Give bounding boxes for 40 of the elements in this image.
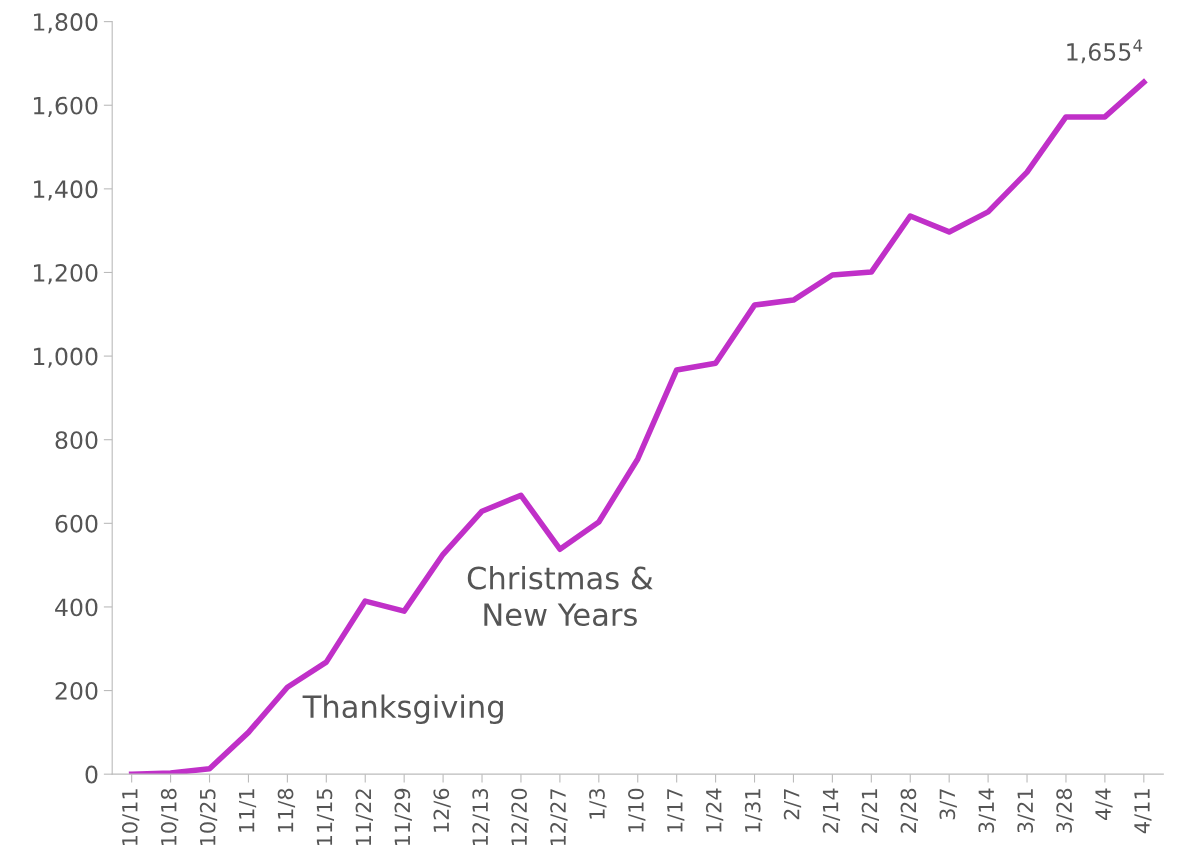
- x-tick-label: 3/28: [1056, 788, 1074, 833]
- x-tick-label: 1/24: [705, 788, 724, 832]
- x-tick-label: 12/13: [472, 789, 490, 846]
- x-tick-label: 1/17: [667, 789, 685, 832]
- x-tick-label: 12/27: [550, 789, 568, 846]
- x-tick-label: 1/10: [628, 788, 646, 832]
- x-tick-label: 1/31: [744, 789, 763, 832]
- x-tick-label: 4/11: [1134, 789, 1152, 834]
- x-tick-label: 11/29: [394, 788, 412, 846]
- x-tick-label: 11/8: [277, 788, 296, 832]
- x-tick-label: 12/20: [511, 788, 529, 846]
- x-tick-label: 1/3: [589, 789, 607, 819]
- y-tick-label: 1,800: [34, 13, 98, 34]
- y-tick-label: 600: [55, 514, 98, 533]
- x-tick-label: 10/25: [199, 789, 218, 846]
- x-tick-label: 10/18: [160, 788, 179, 846]
- x-tick-label: 3/7: [939, 789, 957, 820]
- y-tick-label: 800: [55, 431, 98, 450]
- x-tick-label: 11/15: [316, 789, 334, 846]
- annotation: Thanksgiving: [302, 694, 503, 725]
- x-tick-label: 3/21: [1017, 789, 1035, 833]
- y-tick-label: 400: [55, 598, 98, 617]
- x-tick-label: 2/14: [822, 788, 841, 833]
- x-tick-label: 10/11: [121, 789, 140, 846]
- x-tick-label: 11/1: [239, 789, 257, 832]
- x-tick-label: 2/21: [861, 789, 879, 833]
- x-tick-label: 11/22: [355, 789, 373, 846]
- y-tick-label: 1,200: [34, 263, 98, 285]
- y-tick-label: 0: [85, 765, 98, 784]
- y-tick-label: 1,000: [34, 347, 98, 368]
- annotation: Christmas & New Years: [467, 565, 653, 627]
- y-tick-label: 1,600: [34, 96, 98, 117]
- x-tick-label: 12/6: [433, 788, 451, 832]
- x-tick-label: 2/7: [783, 789, 802, 820]
- y-tick-label: 200: [55, 682, 98, 700]
- x-tick-label: 3/14: [978, 788, 996, 833]
- x-tick-label: 2/28: [900, 788, 918, 833]
- data-label: 1,655$^{4}$: [1067, 39, 1143, 64]
- x-tick-label: 4/4: [1095, 788, 1113, 820]
- y-tick-label: 1,400: [34, 180, 98, 201]
